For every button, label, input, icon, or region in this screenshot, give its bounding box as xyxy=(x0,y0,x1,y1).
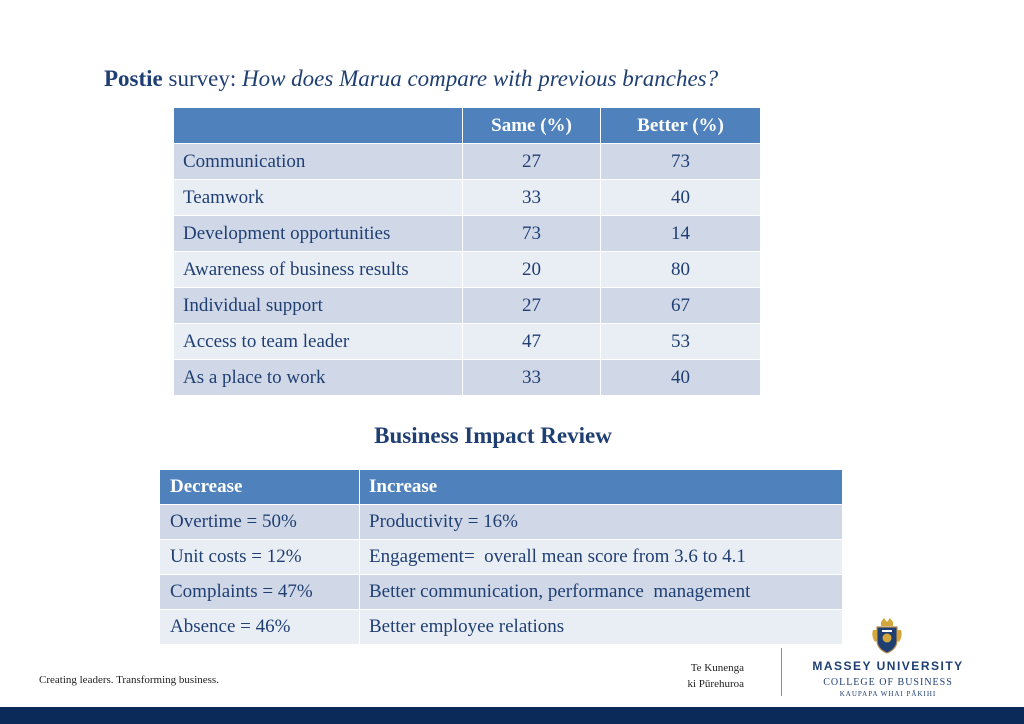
survey-better-value: 40 xyxy=(600,179,761,216)
title-brand: Postie xyxy=(104,66,163,91)
survey-better-value: 67 xyxy=(600,287,761,324)
survey-header-same: Same (%) xyxy=(462,107,601,144)
table-row: Teamwork 33 40 xyxy=(173,179,761,216)
survey-same-value: 47 xyxy=(462,323,601,360)
survey-header-category xyxy=(173,107,463,144)
survey-table: Same (%) Better (%) Communication 27 73 … xyxy=(173,107,761,396)
survey-category: Communication xyxy=(173,143,463,180)
impact-header-increase: Increase xyxy=(359,469,843,505)
impact-header-row: Decrease Increase xyxy=(159,469,843,505)
survey-category: Teamwork xyxy=(173,179,463,216)
university-name: MASSEY UNIVERSITY xyxy=(812,659,964,673)
title-question: How does Marua compare with previous bra… xyxy=(241,66,719,91)
impact-increase-cell: Engagement= overall mean score from 3.6 … xyxy=(359,539,843,575)
university-logo: MASSEY UNIVERSITY COLLEGE OF BUSINESS KA… xyxy=(796,659,980,698)
survey-category: Individual support xyxy=(173,287,463,324)
footer-maori-name: Te Kunenga ki Pūrehuroa xyxy=(672,660,744,692)
table-row: Individual support 27 67 xyxy=(173,287,761,324)
survey-better-value: 73 xyxy=(600,143,761,180)
survey-better-value: 14 xyxy=(600,215,761,252)
survey-category: Access to team leader xyxy=(173,323,463,360)
impact-header-decrease: Decrease xyxy=(159,469,360,505)
survey-category: Awareness of business results xyxy=(173,251,463,288)
survey-better-value: 53 xyxy=(600,323,761,360)
table-row: Development opportunities 73 14 xyxy=(173,215,761,252)
survey-same-value: 33 xyxy=(462,359,601,396)
table-row: Complaints = 47% Better communication, p… xyxy=(159,574,843,610)
survey-same-value: 27 xyxy=(462,287,601,324)
survey-header-better: Better (%) xyxy=(600,107,761,144)
page-title: Postie survey: How does Marua compare wi… xyxy=(104,66,718,92)
table-row: Unit costs = 12% Engagement= overall mea… xyxy=(159,539,843,575)
impact-increase-cell: Better communication, performance manage… xyxy=(359,574,843,610)
table-row: As a place to work 33 40 xyxy=(173,359,761,396)
impact-decrease-cell: Complaints = 47% xyxy=(159,574,360,610)
survey-better-value: 80 xyxy=(600,251,761,288)
survey-category: As a place to work xyxy=(173,359,463,396)
survey-same-value: 73 xyxy=(462,215,601,252)
impact-decrease-cell: Absence = 46% xyxy=(159,609,360,645)
survey-better-value: 40 xyxy=(600,359,761,396)
maori-line-1: Te Kunenga xyxy=(690,662,744,674)
table-row: Awareness of business results 20 80 xyxy=(173,251,761,288)
survey-same-value: 27 xyxy=(462,143,601,180)
survey-header-row: Same (%) Better (%) xyxy=(173,107,761,144)
impact-decrease-cell: Overtime = 50% xyxy=(159,504,360,540)
impact-increase-cell: Productivity = 16% xyxy=(359,504,843,540)
college-motto: KAUPAPA WHAI PĀKIHI xyxy=(839,690,937,698)
survey-same-value: 20 xyxy=(462,251,601,288)
university-crest-icon xyxy=(872,618,902,654)
footer-tagline: Creating leaders. Transforming business. xyxy=(39,674,219,686)
college-name: COLLEGE OF BUSINESS xyxy=(823,677,953,688)
maori-line-2: ki Pūrehuroa xyxy=(687,678,744,690)
survey-same-value: 33 xyxy=(462,179,601,216)
impact-table: Decrease Increase Overtime = 50% Product… xyxy=(159,469,843,645)
table-row: Access to team leader 47 53 xyxy=(173,323,761,360)
survey-category: Development opportunities xyxy=(173,215,463,252)
table-row: Communication 27 73 xyxy=(173,143,761,180)
table-row: Overtime = 50% Productivity = 16% xyxy=(159,504,843,540)
impact-increase-cell: Better employee relations xyxy=(359,609,843,645)
impact-decrease-cell: Unit costs = 12% xyxy=(159,539,360,575)
footer-bar xyxy=(0,707,1024,724)
title-survey-label: survey: xyxy=(162,66,242,91)
impact-review-heading: Business Impact Review xyxy=(374,423,612,448)
footer-divider xyxy=(781,648,782,696)
table-row: Absence = 46% Better employee relations xyxy=(159,609,843,645)
